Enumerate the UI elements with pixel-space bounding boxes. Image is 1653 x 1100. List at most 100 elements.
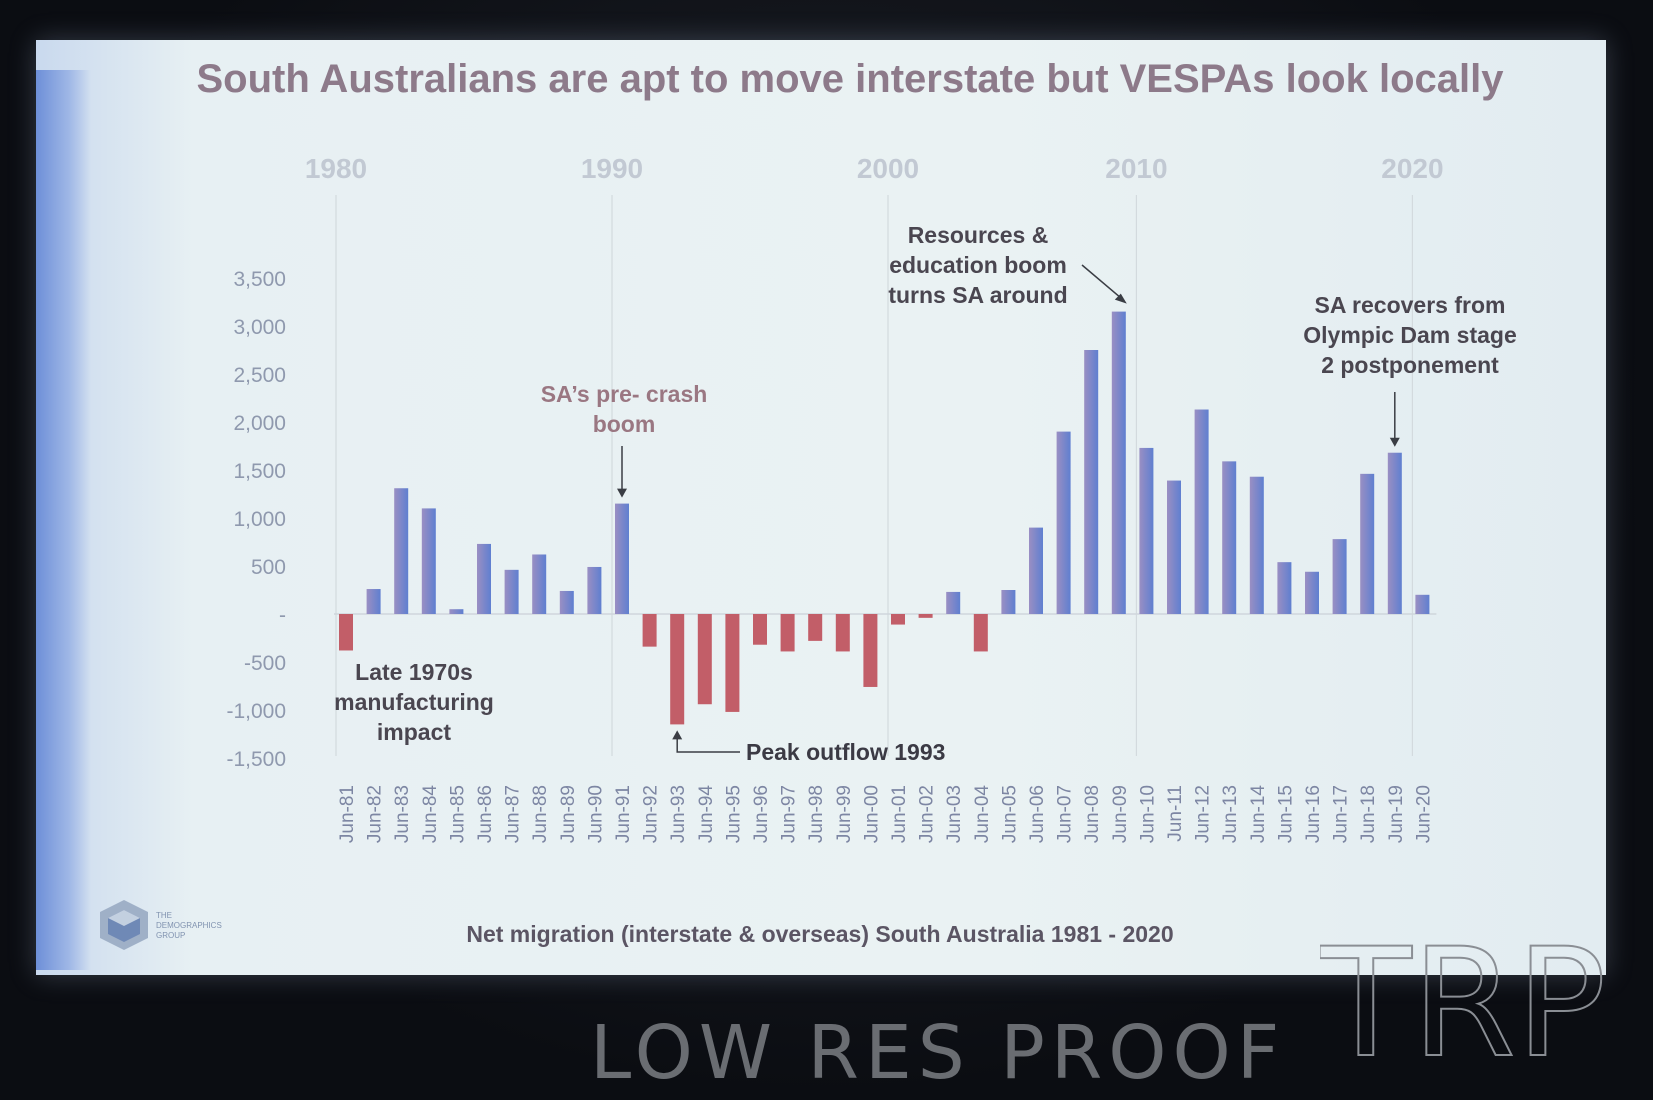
trp-logo-text: TRP © [1320,935,1640,1085]
x-tick-label: Jun-86 [475,785,496,843]
x-tick-label: Jun-02 [917,785,938,843]
y-tick-label: -1,000 [226,700,286,723]
x-tick-label: Jun-96 [751,785,772,843]
demographics-group-logo: THE DEMOGRAPHICS GROUP [100,900,222,950]
bar-Jun-85 [449,609,464,614]
annotation-text: education boom [889,252,1067,278]
arrowhead-icon [617,488,627,498]
x-tick-label: Jun-17 [1331,785,1352,843]
bar-Jun-04 [973,614,988,652]
annotation-text: SA recovers from [1315,292,1506,318]
bar-Jun-02 [918,614,933,618]
x-tick-label: Jun-85 [447,785,468,843]
x-tick-label: Jun-93 [668,785,689,843]
y-tick-label: -500 [244,652,286,675]
y-tick-label: 2,500 [233,364,286,387]
bar-Jun-83 [394,488,409,614]
bar-Jun-19 [1387,452,1402,614]
slide-title: South Australians are apt to move inters… [197,57,1505,101]
bar-Jun-17 [1332,539,1347,614]
bar-Jun-05 [1001,590,1016,614]
y-tick-label: 1,000 [233,508,286,531]
x-tick-label: Jun-03 [944,785,965,843]
x-tick-label: Jun-87 [503,785,524,843]
bar-Jun-91 [615,503,629,614]
y-tick-label: - [279,604,286,627]
decade-label-2010: 2010 [1105,153,1167,184]
y-axis-tick-labels: 3,500 3,000 2,500 2,000 1,500 1,000 500 - -500 -1… [226,268,286,771]
bar-Jun-93 [670,614,685,725]
x-tick-label: Jun-98 [806,785,827,843]
x-tick-label: Jun-94 [696,785,717,844]
x-tick-label: Jun-91 [613,785,634,843]
x-tick-label: Jun-05 [999,785,1020,843]
bar-Jun-95 [725,614,740,712]
decade-label-1980: 1980 [305,153,367,184]
x-tick-label: Jun-12 [1193,785,1214,843]
bar-Jun-20 [1415,594,1430,614]
x-tick-label: Jun-82 [365,785,386,843]
bar-Jun-03 [946,591,961,614]
annotation-text: Late 1970s [355,659,473,685]
decade-markers: 1980 1990 2000 2010 2020 [305,153,1444,756]
bar-Jun-08 [1084,350,1099,614]
logo-text-line-2: DEMOGRAPHICS [156,921,222,930]
bar-Jun-89 [559,590,574,614]
arrowhead-icon [1114,293,1127,304]
decade-label-1990: 1990 [581,153,643,184]
y-tick-label: 500 [251,556,286,579]
bar-Jun-10 [1139,447,1154,614]
bar-Jun-84 [421,508,436,614]
projector-screen [36,40,1606,975]
bar-Jun-06 [1029,527,1043,614]
trp-watermark-logo: TRP © [1320,935,1640,1085]
x-tick-label: Jun-18 [1358,785,1379,843]
x-tick-label: Jun-99 [834,785,855,843]
x-tick-label: Jun-97 [779,785,800,843]
x-tick-label: Jun-00 [861,785,882,843]
annotation-text: Olympic Dam stage [1303,322,1516,348]
bar-Jun-07 [1056,431,1071,614]
x-tick-label: Jun-08 [1082,785,1103,843]
x-tick-label: Jun-06 [1027,785,1048,843]
annotation-text: Resources & [908,222,1049,248]
watermark-text: LOW RES PROOF [590,1010,1286,1096]
chart-footer-caption: Net migration (interstate & overseas) So… [466,921,1173,947]
bar-Jun-94 [697,614,712,705]
bar-Jun-13 [1222,461,1237,614]
decade-label-2000: 2000 [857,153,919,184]
bar-Jun-18 [1360,473,1375,614]
bar-Jun-99 [835,614,850,652]
x-tick-label: Jun-20 [1413,785,1434,843]
x-tick-label: Jun-15 [1275,785,1296,843]
y-tick-label: -1,500 [226,748,286,771]
annotation-text: manufacturing [334,689,494,715]
x-tick-label: Jun-10 [1137,785,1158,843]
x-tick-label: Jun-07 [1055,785,1076,843]
x-axis-tick-labels: Jun-81 Jun-82 Jun-83 Jun-84 Jun-85 Jun-86 Jun-… [337,785,1434,844]
x-tick-label: Jun-95 [723,785,744,843]
arrowhead-icon [1389,437,1400,447]
bar-Jun-14 [1249,476,1264,614]
x-tick-label: Jun-14 [1248,785,1269,844]
bar-Jun-15 [1277,562,1292,614]
arrowhead-icon [672,730,683,740]
screen-light-edge [36,70,91,970]
bar-Jun-96 [753,614,767,645]
annotation-text: turns SA around [888,282,1067,308]
x-tick-label: Jun-88 [530,785,551,843]
annotation-arrow [1081,264,1124,301]
x-tick-label: Jun-81 [337,785,358,843]
x-tick-label: Jun-92 [641,785,662,843]
annotation-text: Peak outflow 1993 [746,739,945,765]
y-tick-label: 2,000 [233,412,286,435]
bar-Jun-86 [477,543,491,614]
decade-label-2020: 2020 [1381,153,1443,184]
x-tick-label: Jun-09 [1110,785,1131,843]
x-tick-label: Jun-90 [585,785,606,843]
chart-annotations: Late 1970s manufacturing impact SA’s pre- c… [334,222,1517,765]
x-tick-label: Jun-19 [1386,785,1407,843]
y-tick-label: 3,000 [233,316,286,339]
y-tick-label: 1,500 [233,460,286,483]
x-tick-label: Jun-16 [1303,785,1324,843]
